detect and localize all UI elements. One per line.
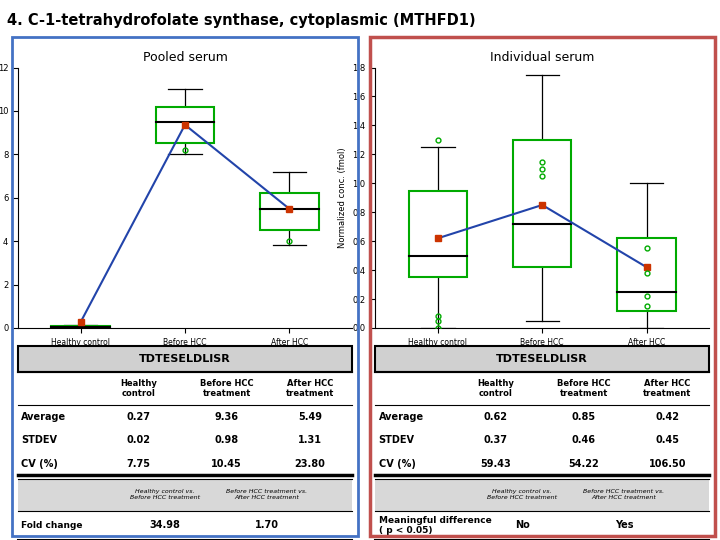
Bar [18, 479, 352, 510]
Text: STDEV: STDEV [379, 435, 415, 445]
Text: 1.31: 1.31 [298, 435, 322, 445]
Text: Meaningful difference
( p < 0.05): Meaningful difference ( p < 0.05) [379, 516, 491, 535]
Text: Healthy control vs.
Before HCC treatment: Healthy control vs. Before HCC treatment [130, 489, 200, 500]
Text: 0.45: 0.45 [655, 435, 680, 445]
Text: 0.02: 0.02 [126, 435, 150, 445]
Text: No: No [515, 521, 530, 530]
Bar [513, 140, 572, 267]
Text: 9.36: 9.36 [215, 412, 239, 422]
Text: Average: Average [22, 412, 66, 422]
Text: Healthy control vs.
Before HCC treatment: Healthy control vs. Before HCC treatment [487, 489, 557, 500]
Text: Average: Average [379, 412, 424, 422]
Text: 0.27: 0.27 [126, 412, 150, 422]
Text: 0.46: 0.46 [572, 435, 596, 445]
Text: 0.37: 0.37 [484, 435, 508, 445]
Text: 0.62: 0.62 [484, 412, 508, 422]
Text: Healthy
control: Healthy control [120, 379, 157, 399]
Text: Before HCC
treatment: Before HCC treatment [200, 379, 253, 399]
Bar [375, 479, 709, 510]
Title: Individual serum: Individual serum [490, 51, 595, 64]
Bar [409, 191, 467, 278]
Text: TDTESELDLISR: TDTESELDLISR [139, 354, 231, 364]
Text: 0.98: 0.98 [215, 435, 239, 445]
Text: 5.49: 5.49 [298, 412, 322, 422]
Text: 7.75: 7.75 [126, 458, 150, 469]
Text: 23.80: 23.80 [294, 458, 325, 469]
Text: After HCC
treatment: After HCC treatment [286, 379, 334, 399]
Y-axis label: Normalized conc. (fmol): Normalized conc. (fmol) [338, 147, 347, 248]
Text: Fold change: Fold change [22, 521, 83, 530]
Text: 1.70: 1.70 [255, 521, 279, 530]
Bar [18, 346, 352, 372]
Text: 4. C-1-tetrahydrofolate synthase, cytoplasmic (MTHFD1): 4. C-1-tetrahydrofolate synthase, cytopl… [7, 14, 476, 29]
Bar [156, 106, 214, 144]
Bar [51, 326, 110, 328]
Text: 34.98: 34.98 [150, 521, 180, 530]
Text: Yes: Yes [615, 521, 634, 530]
Text: 106.50: 106.50 [649, 458, 686, 469]
Bar [375, 346, 709, 372]
Text: After HCC
treatment: After HCC treatment [643, 379, 692, 399]
Text: Before HCC treatment vs.
After HCC treatment: Before HCC treatment vs. After HCC treat… [583, 489, 665, 500]
Text: 0.85: 0.85 [572, 412, 596, 422]
Bar [617, 238, 676, 310]
Text: Healthy
control: Healthy control [477, 379, 514, 399]
Text: CV (%): CV (%) [379, 458, 415, 469]
Text: TDTESELDLISR: TDTESELDLISR [496, 354, 588, 364]
Text: 59.43: 59.43 [480, 458, 511, 469]
Text: Before HCC
treatment: Before HCC treatment [557, 379, 611, 399]
Bar [260, 193, 318, 230]
Text: 54.22: 54.22 [569, 458, 599, 469]
Text: 10.45: 10.45 [212, 458, 242, 469]
Text: STDEV: STDEV [22, 435, 58, 445]
Text: 0.42: 0.42 [655, 412, 680, 422]
Title: Pooled serum: Pooled serum [143, 51, 228, 64]
Text: Before HCC treatment vs.
After HCC treatment: Before HCC treatment vs. After HCC treat… [226, 489, 307, 500]
Text: CV (%): CV (%) [22, 458, 58, 469]
